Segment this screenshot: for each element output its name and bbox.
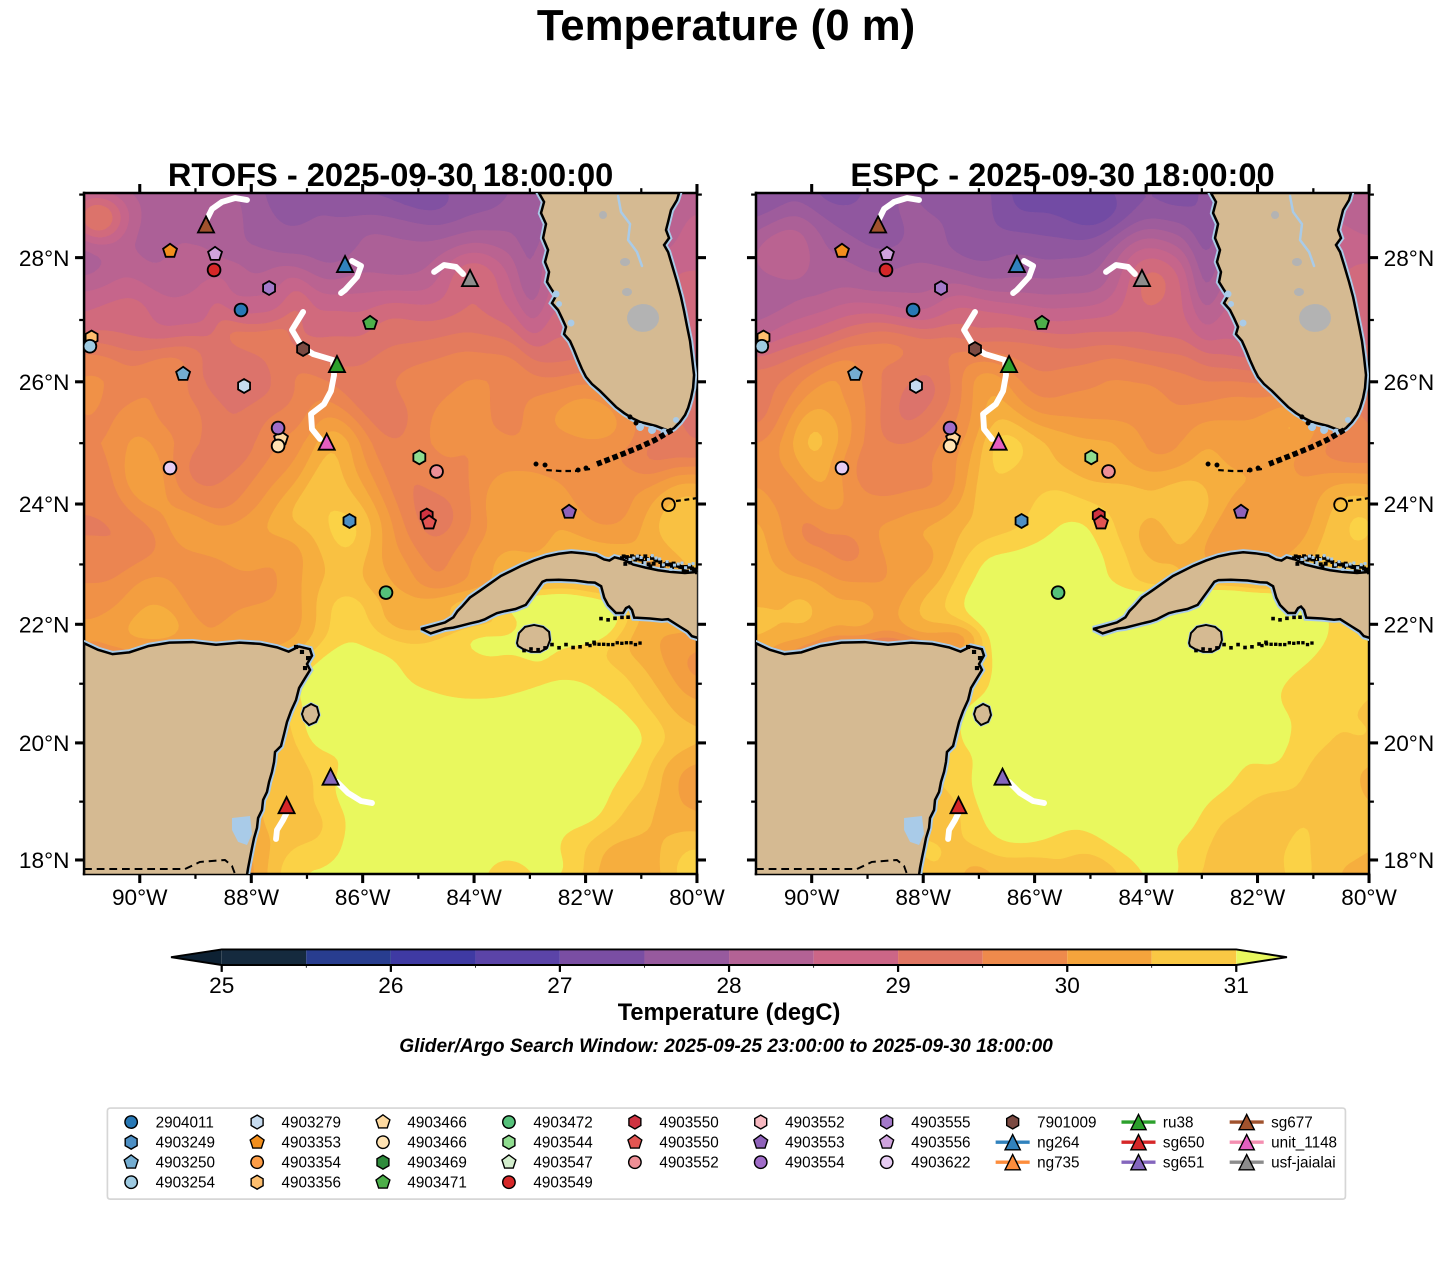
svg-text:88°W: 88°W <box>223 885 279 910</box>
svg-text:4903354: 4903354 <box>282 1154 342 1171</box>
svg-text:Glider/Argo Search Window: 202: Glider/Argo Search Window: 2025-09-25 23… <box>399 1036 1053 1057</box>
svg-text:4903544: 4903544 <box>533 1134 593 1151</box>
svg-text:20°N: 20°N <box>1384 731 1435 756</box>
svg-text:4903249: 4903249 <box>156 1134 215 1151</box>
svg-text:26°N: 26°N <box>19 370 70 395</box>
svg-text:RTOFS - 2025-09-30 18:00:00: RTOFS - 2025-09-30 18:00:00 <box>168 156 614 193</box>
svg-text:sg650: sg650 <box>1163 1134 1205 1151</box>
svg-text:80°W: 80°W <box>1341 885 1397 910</box>
svg-text:ng735: ng735 <box>1037 1154 1079 1171</box>
svg-text:4903250: 4903250 <box>156 1154 215 1171</box>
svg-text:82°W: 82°W <box>1230 885 1286 910</box>
svg-text:28: 28 <box>716 973 741 998</box>
svg-text:4903353: 4903353 <box>282 1134 341 1151</box>
svg-text:4903471: 4903471 <box>407 1175 466 1192</box>
svg-text:86°W: 86°W <box>1007 885 1063 910</box>
svg-text:4903556: 4903556 <box>911 1134 970 1151</box>
svg-text:4903547: 4903547 <box>533 1154 592 1171</box>
svg-text:sg651: sg651 <box>1163 1154 1205 1171</box>
svg-text:4903555: 4903555 <box>911 1114 970 1131</box>
svg-text:80°W: 80°W <box>669 885 725 910</box>
svg-text:4903472: 4903472 <box>533 1114 592 1131</box>
svg-text:Temperature (degC): Temperature (degC) <box>618 1000 841 1026</box>
svg-text:20°N: 20°N <box>19 731 70 756</box>
svg-text:4903254: 4903254 <box>156 1175 216 1192</box>
svg-text:4903552: 4903552 <box>659 1154 718 1171</box>
svg-text:4903550: 4903550 <box>659 1134 718 1151</box>
svg-text:82°W: 82°W <box>558 885 614 910</box>
svg-text:29: 29 <box>885 973 910 998</box>
svg-text:90°W: 90°W <box>784 885 840 910</box>
svg-text:sg677: sg677 <box>1271 1114 1313 1131</box>
svg-text:24°N: 24°N <box>1384 492 1435 517</box>
svg-text:4903622: 4903622 <box>911 1154 970 1171</box>
svg-text:27: 27 <box>547 973 572 998</box>
svg-text:4903279: 4903279 <box>282 1114 341 1131</box>
svg-text:28°N: 28°N <box>19 246 70 271</box>
svg-text:7901009: 7901009 <box>1037 1114 1096 1131</box>
svg-text:84°W: 84°W <box>1118 885 1174 910</box>
svg-text:84°W: 84°W <box>446 885 502 910</box>
svg-text:4903466: 4903466 <box>407 1134 466 1151</box>
svg-text:22°N: 22°N <box>1384 612 1435 637</box>
svg-text:ng264: ng264 <box>1037 1134 1080 1151</box>
svg-text:88°W: 88°W <box>895 885 951 910</box>
svg-text:ESPC - 2025-09-30 18:00:00: ESPC - 2025-09-30 18:00:00 <box>850 156 1274 193</box>
svg-text:4903466: 4903466 <box>407 1114 466 1131</box>
svg-text:4903549: 4903549 <box>533 1175 592 1192</box>
svg-text:30: 30 <box>1055 973 1080 998</box>
svg-text:4903550: 4903550 <box>659 1114 718 1131</box>
svg-text:22°N: 22°N <box>19 612 70 637</box>
svg-text:26°N: 26°N <box>1384 370 1435 395</box>
svg-text:unit_1148: unit_1148 <box>1271 1134 1337 1151</box>
svg-text:26: 26 <box>378 973 403 998</box>
svg-text:ru38: ru38 <box>1163 1114 1194 1131</box>
svg-text:25: 25 <box>209 973 234 998</box>
svg-text:Temperature (0 m): Temperature (0 m) <box>537 1 915 50</box>
svg-text:18°N: 18°N <box>1384 848 1435 873</box>
svg-text:86°W: 86°W <box>335 885 391 910</box>
svg-text:4903553: 4903553 <box>785 1134 844 1151</box>
svg-text:2904011: 2904011 <box>156 1114 214 1131</box>
svg-text:90°W: 90°W <box>112 885 168 910</box>
svg-text:18°N: 18°N <box>19 848 70 873</box>
svg-text:28°N: 28°N <box>1384 246 1435 271</box>
svg-text:4903356: 4903356 <box>282 1175 341 1192</box>
svg-text:24°N: 24°N <box>19 492 70 517</box>
svg-text:4903552: 4903552 <box>785 1114 844 1131</box>
svg-text:31: 31 <box>1224 973 1249 998</box>
svg-text:usf-jaialai: usf-jaialai <box>1271 1154 1335 1171</box>
svg-text:4903469: 4903469 <box>407 1154 466 1171</box>
svg-text:4903554: 4903554 <box>785 1154 845 1171</box>
